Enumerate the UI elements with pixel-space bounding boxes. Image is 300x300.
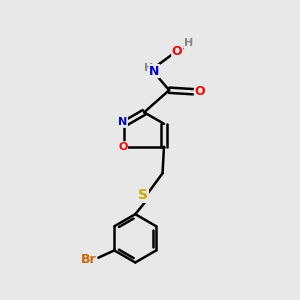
Text: O: O [194, 85, 205, 98]
Text: O: O [172, 45, 182, 58]
Text: N: N [118, 117, 128, 127]
Text: Br: Br [81, 253, 97, 266]
Text: H: H [144, 63, 153, 73]
Text: N: N [149, 64, 160, 78]
Text: O: O [118, 142, 128, 152]
Text: S: S [138, 188, 148, 202]
Text: H: H [184, 38, 193, 48]
